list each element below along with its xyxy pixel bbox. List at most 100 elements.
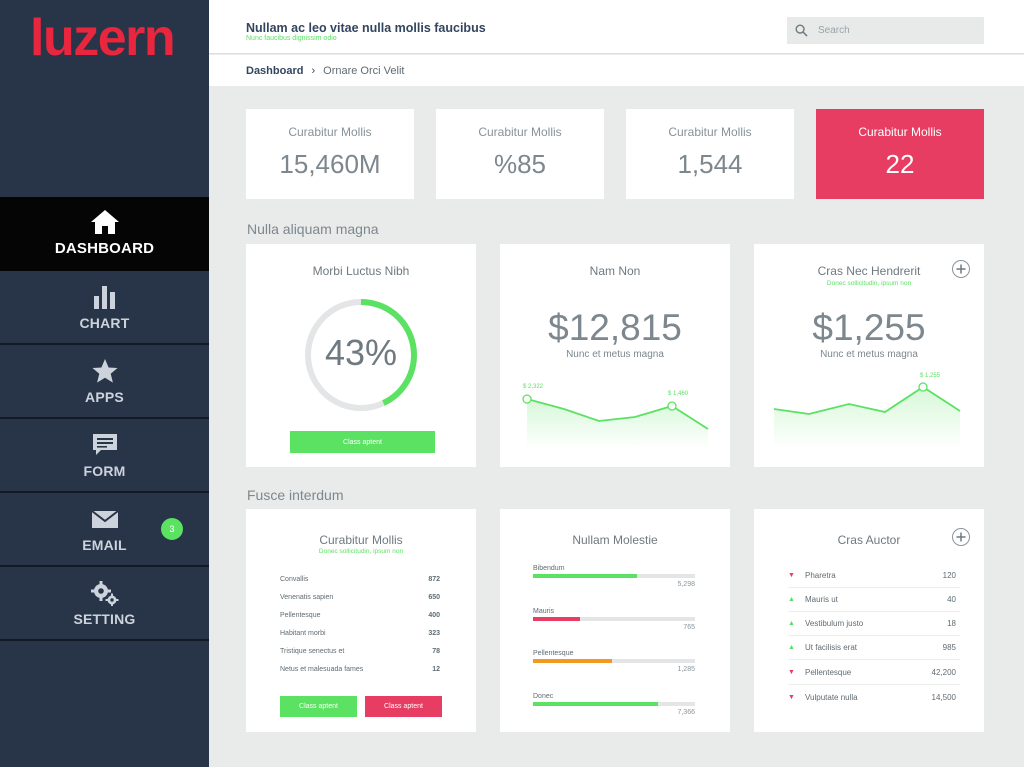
- breadcrumb-dashboard-link[interactable]: Dashboard: [246, 64, 304, 77]
- change-value: 985: [942, 643, 956, 652]
- stat-card[interactable]: Curabitur Mollis %85: [436, 109, 604, 199]
- sidebar-item-email[interactable]: EMAIL 3: [0, 493, 209, 567]
- card-title: Cras Auctor: [837, 533, 901, 547]
- list-item-value: 12: [432, 666, 440, 673]
- sidebar-item-setting[interactable]: SETTING: [0, 567, 209, 641]
- bar-value: 1,285: [677, 666, 695, 673]
- star-icon: [92, 358, 117, 383]
- search-input[interactable]: [818, 25, 968, 36]
- change-row: ▼ Pellentesque 42,200: [788, 661, 960, 685]
- sparkline-point[interactable]: [918, 382, 928, 392]
- sparkline-area: [774, 387, 960, 449]
- bar-value: 765: [683, 624, 695, 631]
- luzern-logo[interactable]: luzern: [30, 9, 176, 67]
- point-label: $ 1,255: [920, 373, 941, 379]
- bar-label: Pellentesque: [533, 650, 574, 657]
- bar-chart-icon: [93, 285, 115, 309]
- list-item: Tristique senectus et 78: [280, 648, 440, 655]
- stat-label: Curabitur Mollis: [288, 125, 372, 139]
- card-value: $1,255: [812, 307, 926, 348]
- stat-card-highlight[interactable]: Curabitur Mollis 22: [816, 109, 984, 199]
- card-title: Curabitur Mollis: [319, 533, 403, 547]
- section-title: Nulla aliquam magna: [247, 221, 379, 237]
- sidebar-nav: DASHBOARD CHART APPS FORM EMAIL 3 SETTIN…: [0, 197, 209, 641]
- sparkline-point[interactable]: [522, 394, 532, 404]
- list-item-name: Venenatis sapien: [280, 594, 334, 601]
- stat-value: 15,460M: [279, 149, 381, 179]
- list-item-value: 78: [432, 648, 440, 655]
- sparkline-area: [527, 399, 708, 449]
- stat-card[interactable]: Curabitur Mollis 15,460M: [246, 109, 414, 199]
- home-icon: [90, 210, 119, 234]
- class-aptent-green-button[interactable]: Class aptent: [280, 696, 357, 717]
- up-arrow-icon: ▲: [788, 596, 795, 603]
- bar-label: Bibendum: [533, 565, 565, 572]
- sparkline-point[interactable]: [667, 401, 677, 411]
- sidebar-item-label: CHART: [79, 314, 130, 331]
- sparkline-line: [526, 398, 709, 430]
- change-name: Vestibulum justo: [805, 619, 864, 628]
- gauge-card: Morbi Luctus Nibh 43% Class aptent: [246, 244, 476, 467]
- list-item-value: 323: [428, 630, 440, 637]
- change-value: 14,500: [931, 692, 956, 702]
- stat-value: 1,544: [677, 149, 743, 179]
- stat-card[interactable]: Curabitur Mollis 1,544: [626, 109, 794, 199]
- change-row: ▲ Ut facilisis erat 985: [788, 636, 960, 660]
- sidebar-item-label: SETTING: [73, 610, 136, 627]
- point-label: $ 1,460: [668, 391, 689, 397]
- up-arrow-icon: ▲: [788, 620, 795, 627]
- list-item-name: Habitant morbi: [280, 630, 326, 637]
- change-row: ▼ Vulputate nulla 14,500: [788, 685, 960, 709]
- bars-card: Nullam Molestie Bibendum 5,298 Mauris 76…: [500, 509, 730, 732]
- search-icon: [795, 24, 808, 37]
- card-title: Cras Nec Hendrerit: [817, 264, 921, 278]
- card-title: Nam Non: [589, 264, 641, 278]
- breadcrumb-current: Ornare Orci Velit: [323, 64, 405, 77]
- list-item-name: Convallis: [280, 576, 309, 583]
- progress-bar: Bibendum 5,298: [533, 565, 695, 588]
- add-button[interactable]: [952, 528, 970, 546]
- section-title: Fusce interdum: [247, 487, 344, 503]
- bar-track: [533, 702, 695, 706]
- sidebar-item-chart[interactable]: CHART: [0, 271, 209, 345]
- list-item-name: Netus et malesuada fames: [280, 666, 364, 673]
- breadcrumb-separator: ›: [311, 64, 316, 77]
- down-arrow-icon: ▼: [788, 572, 795, 579]
- envelope-icon: [90, 509, 119, 528]
- chat-form-icon: [92, 433, 117, 455]
- gauge-action-button[interactable]: Class aptent: [290, 431, 435, 453]
- sidebar-item-form[interactable]: FORM: [0, 419, 209, 493]
- change-name: Mauris ut: [805, 595, 838, 604]
- change-row: ▼ Pharetra 120: [788, 564, 960, 588]
- stat-label: Curabitur Mollis: [668, 125, 752, 139]
- sparkline-chart: [522, 394, 709, 449]
- card-value: $12,815: [548, 307, 682, 348]
- sidebar-item-label: APPS: [85, 388, 124, 405]
- page-subtitle: Nunc faucibus dignissim odio: [246, 35, 337, 42]
- sidebar-item-apps[interactable]: APPS: [0, 345, 209, 419]
- add-button[interactable]: [952, 260, 970, 278]
- plus-icon: [956, 264, 966, 274]
- bar-label: Mauris: [533, 608, 555, 615]
- sidebar-item-dashboard[interactable]: DASHBOARD: [0, 197, 209, 271]
- search-box[interactable]: [787, 17, 984, 44]
- change-row: ▲ Vestibulum justo 18: [788, 612, 960, 636]
- down-arrow-icon: ▼: [788, 693, 795, 701]
- gears-icon: [90, 580, 118, 606]
- card-subtitle: Donec sollicitudin, ipsum non: [826, 280, 912, 287]
- card-caption: Nunc et metus magna: [566, 349, 664, 360]
- bar-fill: [533, 659, 613, 663]
- progress-ring: [305, 299, 417, 411]
- up-arrow-icon: ▲: [788, 644, 795, 651]
- bar-fill: [533, 574, 637, 578]
- bar-track: [533, 659, 695, 663]
- class-aptent-red-button[interactable]: Class aptent: [365, 696, 442, 717]
- bar-value: 7,366: [677, 709, 695, 716]
- list-item: Habitant morbi 323: [280, 630, 440, 637]
- breadcrumb: Dashboard › Ornare Orci Velit: [209, 55, 1024, 86]
- progress-bar: Donec 7,366: [533, 693, 695, 716]
- revenue-card: Nam Non $12,815 Nunc et metus magna $ 2,…: [500, 244, 730, 467]
- list-item: Venenatis sapien 650: [280, 594, 440, 601]
- down-arrow-icon: ▼: [788, 669, 795, 676]
- bar-fill: [533, 702, 658, 706]
